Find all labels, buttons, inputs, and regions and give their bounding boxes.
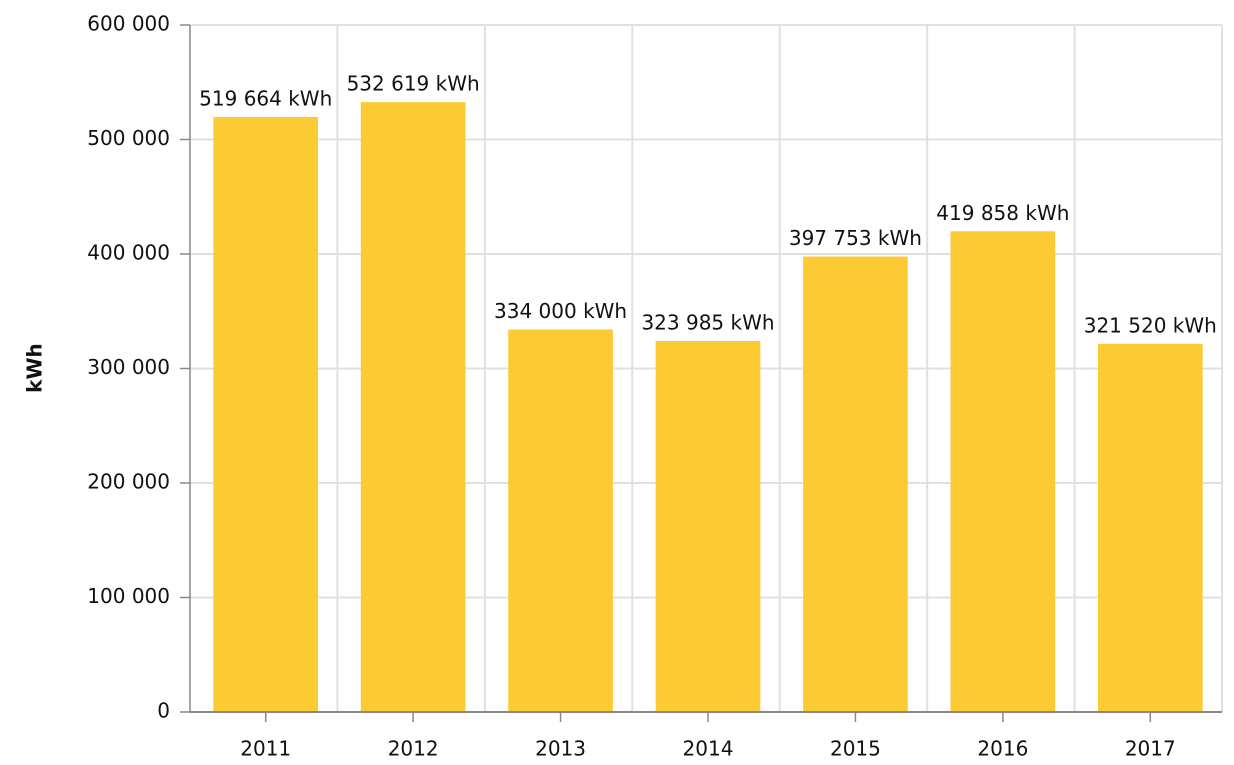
bar — [950, 231, 1056, 713]
data-label: 519 664 kWh — [199, 86, 332, 110]
y-tick-label: 600 000 — [87, 12, 170, 36]
y-tick-label: 300 000 — [87, 355, 170, 379]
x-tick-label: 2014 — [683, 737, 734, 761]
y-tick-label: 500 000 — [87, 126, 170, 150]
x-tick-label: 2012 — [388, 737, 439, 761]
bar — [508, 329, 613, 712]
data-label: 321 520 kWh — [1084, 313, 1217, 337]
data-label: 419 858 kWh — [936, 201, 1069, 225]
y-tick-label: 400 000 — [87, 241, 170, 265]
data-label: 323 985 kWh — [641, 311, 774, 335]
x-tick-label: 2015 — [830, 737, 881, 761]
y-tick-label: 0 — [157, 699, 170, 723]
data-label: 334 000 kWh — [494, 299, 627, 323]
bar — [803, 256, 908, 712]
x-tick-label: 2013 — [535, 737, 586, 761]
y-axis-label: kWh — [23, 343, 47, 393]
y-tick-label: 100 000 — [87, 584, 170, 608]
data-label: 532 619 kWh — [347, 72, 480, 96]
y-tick-label: 200 000 — [87, 470, 170, 494]
bar — [1097, 343, 1203, 712]
x-tick-label: 2011 — [240, 737, 291, 761]
x-tick-label: 2016 — [977, 737, 1028, 761]
bar — [213, 116, 319, 712]
data-label: 397 753 kWh — [789, 226, 922, 250]
x-tick-label: 2017 — [1125, 737, 1176, 761]
bar — [360, 102, 466, 712]
bar — [655, 341, 761, 712]
